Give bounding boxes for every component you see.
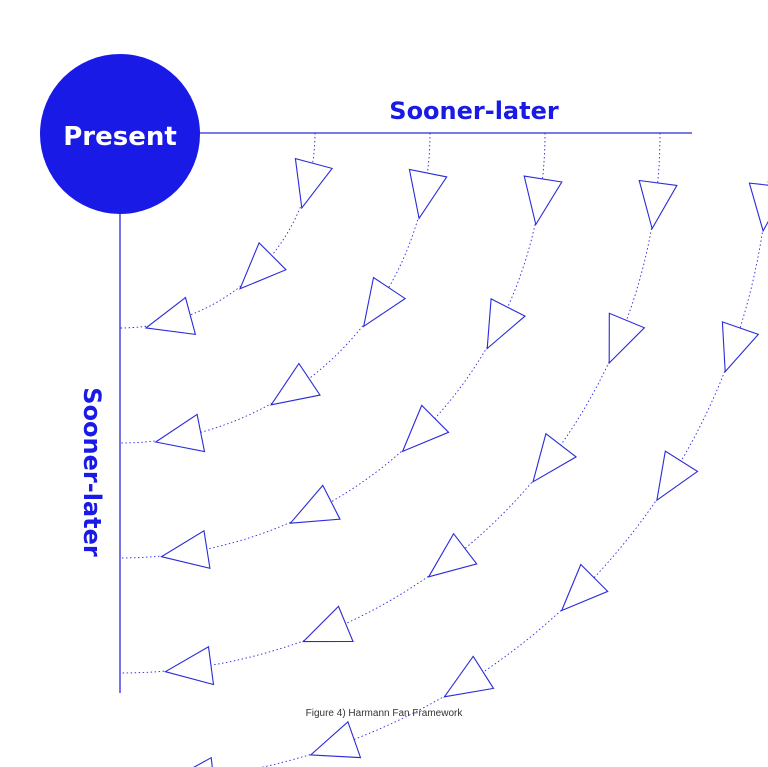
triangle-marker-ring4-4 xyxy=(427,532,478,578)
triangle-marker-ring3-4 xyxy=(289,484,341,524)
triangle-marker-ring2-1 xyxy=(408,168,448,220)
present-label: Present xyxy=(63,122,177,152)
horizontal-axis-label: Sooner-later xyxy=(389,97,559,125)
triangle-marker-ring1-3 xyxy=(144,296,197,336)
ring-arc-5 xyxy=(261,177,768,767)
triangle-marker-ring4-6 xyxy=(163,645,215,686)
vertical-axis-label: Sooner-later xyxy=(78,387,106,557)
triangle-marker-ring1-2 xyxy=(238,241,287,290)
ring-arc-3 xyxy=(119,132,546,559)
triangle-marker-ring3-2 xyxy=(486,298,526,350)
triangle-marker-ring5-4 xyxy=(560,563,609,612)
arc-group xyxy=(119,132,768,767)
triangle-marker-ring5-5 xyxy=(443,655,495,698)
triangle-marker-ring3-1 xyxy=(523,175,563,226)
triangle-marker-ring4-5 xyxy=(301,605,354,643)
ring-arc-4 xyxy=(119,132,661,674)
triangle-marker-ring5-1 xyxy=(748,182,768,233)
triangle-marker-ring2-3 xyxy=(270,362,321,406)
triangle-marker-ring1-1 xyxy=(294,157,334,210)
triangle-marker-ring2-4 xyxy=(154,413,206,453)
triangle-marker-ring5-7 xyxy=(193,756,213,767)
triangle-marker-ring4-1 xyxy=(638,179,678,231)
triangle-marker-ring5-3 xyxy=(656,450,699,502)
triangle-marker-ring3-5 xyxy=(160,529,211,570)
present-circle xyxy=(40,54,200,214)
triangle-marker-ring2-2 xyxy=(362,276,407,328)
triangle-marker-ring3-3 xyxy=(401,404,450,453)
triangle-marker-ring4-2 xyxy=(608,312,646,365)
triangle-marker-ring4-3 xyxy=(532,432,578,483)
arrow-group xyxy=(144,157,768,767)
triangle-marker-ring5-6 xyxy=(309,720,362,759)
triangle-marker-ring5-2 xyxy=(721,321,760,373)
figure-caption: Figure 4) Harmann Fan Framework xyxy=(305,708,463,719)
